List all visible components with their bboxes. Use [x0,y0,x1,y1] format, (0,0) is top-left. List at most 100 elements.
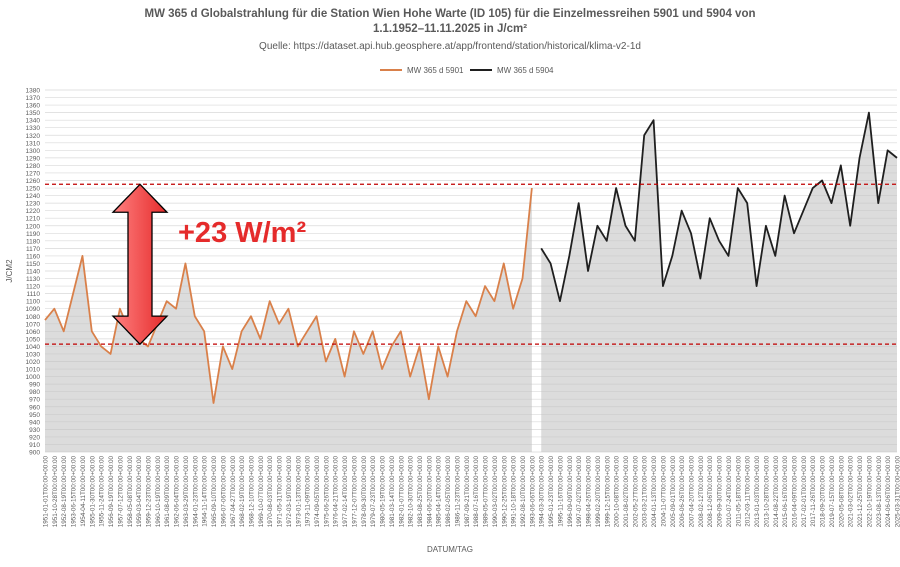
x-tick-label: 2013-10-28T00:00+00:00 [763,456,770,528]
x-tick-label: 1980-05-19T00:00+00:00 [380,456,387,528]
y-tick-label: 950 [29,412,40,419]
x-tick-label: 1981-03-14T00:00+00:00 [389,456,396,528]
x-tick-label: 2006-06-26T00:00+00:00 [679,456,686,528]
x-tick-label: 2021-12-25T00:00+00:00 [857,456,864,528]
y-tick-label: 1200 [26,223,41,230]
y-tick-label: 1140 [26,269,40,276]
y-tick-label: 1150 [26,261,40,268]
y-tick-label: 1120 [26,284,40,291]
x-tick-label: 1968-02-19T00:00+00:00 [239,456,246,528]
x-tick-label: 1956-09-19T00:00+00:00 [108,456,115,528]
x-tick-label: 1954-04-11T00:00+00:00 [80,456,87,527]
x-tick-label: 2021-03-02T00:00+00:00 [848,456,855,528]
x-tick-label: 2010-07-24T00:00+00:00 [726,456,733,528]
y-tick-label: 980 [29,389,40,396]
x-tick-label: 1999-12-15T00:00+00:00 [604,456,611,528]
x-tick-label: 1964-01-23T00:00+00:00 [192,456,199,528]
annotation: +23 W/m² [178,217,306,249]
x-tick-label: 2014-08-22T00:00+00:00 [773,456,780,528]
x-tick-label: 1955-01-30T00:00+00:00 [89,456,96,528]
y-tick-label: 1180 [26,238,40,245]
x-tick-label: 1983-08-25T00:00+00:00 [417,456,424,528]
y-tick-label: 1190 [26,231,40,238]
x-tick-label: 2004-01-13T00:00+00:00 [651,456,658,528]
y-tick-label: 1260 [26,178,41,185]
x-axis-title: DATUM/TAG [427,545,473,554]
y-tick-label: 1270 [26,170,41,177]
x-tick-label: 1960-10-19T00:00+00:00 [155,456,162,528]
x-tick-label: 1953-06-15T00:00+00:00 [71,456,78,528]
x-tick-label: 2005-09-01T00:00+00:00 [670,456,677,528]
x-tick-label: 1973-11-09T00:00+00:00 [305,456,312,527]
x-tick-label: 1992-08-10T00:00+00:00 [520,456,527,528]
y-tick-label: 1250 [26,186,41,193]
y-tick-label: 1170 [26,246,40,253]
y-tick-label: 1330 [26,125,41,132]
x-tick-label: 1991-10-18T00:00+00:00 [511,456,518,528]
x-tick-label: 2019-07-15T00:00+00:00 [829,456,836,528]
x-tick-label: 1977-12-07T00:00+00:00 [351,456,358,528]
y-tick-label: 1000 [26,374,41,381]
chart-title: 1.1.1952–11.11.2025 in J/cm² [373,23,527,35]
y-tick-label: 900 [29,450,40,457]
y-tick-label: 1020 [26,359,41,366]
x-tick-label: 1958-05-08T00:00+00:00 [127,456,134,528]
y-tick-label: 1300 [26,148,41,155]
x-tick-label: 1973-01-13T00:00+00:00 [295,456,302,528]
x-tick-label: 1997-07-02T00:00+00:00 [576,456,583,528]
x-tick-label: 1984-06-20T00:00+00:00 [426,456,433,528]
x-tick-label: 1969-10-07T00:00+00:00 [258,456,265,528]
x-tick-label: 2002-05-27T00:00+00:00 [632,456,639,528]
y-tick-label: 1040 [26,344,41,351]
x-tick-label: 1959-12-23T00:00+00:00 [145,456,152,528]
y-tick-label: 1130 [26,276,40,283]
x-tick-label: 2022-10-19T00:00+00:00 [866,456,873,528]
x-tick-label: 1996-09-09T00:00+00:00 [567,456,574,528]
chart-title: MW 365 d Globalstrahlung für die Station… [144,8,755,20]
x-tick-label: 1995-11-16T00:00+00:00 [557,456,564,527]
y-axis-title: J/CM2 [5,259,14,283]
y-tick-label: 1310 [26,140,41,147]
x-tick-label: 2004-11-07T00:00+00:00 [660,456,667,527]
x-tick-label: 2020-05-08T00:00+00:00 [838,456,845,528]
y-tick-label: 1070 [26,321,41,328]
x-tick-label: 2013-01-03T00:00+00:00 [754,456,761,528]
x-tick-label: 1952-08-19T00:00+00:00 [61,456,68,528]
y-tick-label: 1080 [26,314,41,321]
x-tick-label: 1965-09-10T00:00+00:00 [211,456,218,528]
y-tick-label: 1030 [26,351,41,358]
x-tick-label: 1970-08-03T00:00+00:00 [267,456,274,528]
x-tick-label: 1990-03-02T00:00+00:00 [492,456,499,528]
y-tick-label: 1100 [26,299,40,306]
x-tick-label: 1999-02-20T00:00+00:00 [595,456,602,528]
x-tick-label: 1995-01-23T00:00+00:00 [548,456,555,528]
x-tick-label: 2023-08-13T00:00+00:00 [876,456,883,528]
x-tick-label: 1977-02-14T00:00+00:00 [342,456,349,528]
x-tick-label: 1989-05-07T00:00+00:00 [483,456,490,528]
x-tick-label: 1985-04-14T00:00+00:00 [436,456,443,528]
x-tick-label: 1963-03-29T00:00+00:00 [183,456,190,528]
x-tick-label: 2017-11-26T00:00+00:00 [810,456,817,527]
y-tick-label: 1370 [26,95,41,102]
y-tick-label: 1210 [26,216,41,223]
x-tick-label: 1986-11-23T00:00+00:00 [454,456,461,527]
x-tick-label: 1975-06-26T00:00+00:00 [323,456,330,528]
x-tick-label: 2018-09-20T00:00+00:00 [820,456,827,528]
y-tick-label: 1060 [26,329,41,336]
y-tick-label: 1280 [26,163,41,170]
x-tick-label: 2015-06-16T00:00+00:00 [782,456,789,528]
x-tick-label: 1955-11-24T00:00+00:00 [99,456,106,527]
x-tick-label: 1986-02-05T00:00+00:00 [445,456,452,528]
y-tick-label: 930 [29,427,40,434]
y-tick-label: 970 [29,397,40,404]
area [541,113,897,452]
x-tick-label: 1957-07-12T00:00+00:00 [117,456,124,528]
x-tick-label: 2011-05-18T00:00+00:00 [735,456,742,527]
y-tick-label: 1230 [26,201,41,208]
x-tick-label: 1972-03-19T00:00+00:00 [286,456,293,528]
legend-label: MW 365 d 5901 [407,66,464,75]
x-tick-label: 1951-01-01T00:00+00:00 [43,456,50,528]
y-tick-label: 1320 [26,133,41,140]
